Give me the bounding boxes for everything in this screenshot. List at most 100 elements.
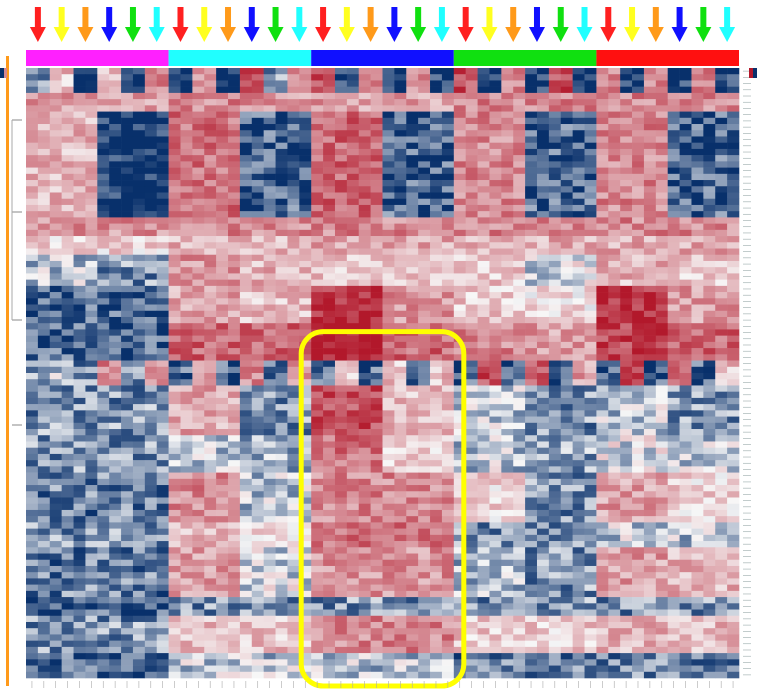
heatmap-cell — [608, 155, 621, 162]
heatmap-cell — [61, 148, 74, 156]
heatmap-cell — [406, 565, 419, 573]
heatmap-cell — [655, 124, 668, 131]
heatmap-cell — [37, 447, 51, 455]
heatmap-cell — [560, 248, 573, 256]
heatmap-cell — [61, 466, 74, 473]
heatmap-cell — [715, 92, 728, 100]
heatmap-cell — [667, 267, 680, 274]
heatmap-cell — [287, 385, 300, 392]
heatmap-cell — [180, 217, 193, 224]
heatmap-cell — [228, 316, 241, 324]
heatmap-cell — [109, 260, 122, 268]
heatmap-cell — [144, 435, 158, 442]
heatmap-cell — [548, 429, 562, 436]
heatmap-cell — [251, 578, 264, 585]
heatmap-cell — [85, 360, 98, 368]
heatmap-cell — [216, 161, 229, 168]
heatmap-cell — [121, 329, 134, 336]
heatmap-cell — [216, 503, 229, 511]
heatmap-cell — [37, 136, 51, 143]
heatmap-cell — [441, 316, 455, 324]
heatmap-cell — [346, 273, 360, 280]
heatmap-cell — [382, 416, 395, 424]
heatmap-cell — [382, 559, 395, 567]
heatmap-cell — [608, 447, 621, 455]
heatmap-cell — [97, 279, 110, 287]
heatmap-cell — [346, 167, 360, 175]
heatmap-cell — [263, 497, 276, 505]
heatmap-cell — [239, 292, 253, 299]
heatmap-cell — [85, 460, 98, 467]
heatmap-cell — [727, 111, 740, 119]
heatmap-cell — [251, 435, 264, 442]
heatmap-cell — [97, 348, 110, 355]
heatmap-cell — [608, 229, 621, 237]
arrow-cyan-icon — [148, 7, 165, 42]
heatmap-cell — [453, 522, 466, 529]
heatmap-cell — [465, 124, 478, 131]
heatmap-cell — [275, 391, 288, 399]
heatmap-cell — [715, 453, 728, 461]
heatmap-cell — [548, 273, 562, 280]
heatmap-cell — [715, 161, 728, 168]
heatmap-cell — [620, 509, 633, 517]
heatmap-cell — [239, 435, 253, 442]
heatmap-cell — [727, 198, 740, 206]
heatmap-cell — [406, 553, 419, 561]
heatmap-cell — [263, 441, 276, 448]
heatmap-cell — [97, 534, 110, 542]
heatmap-cell — [667, 310, 680, 318]
heatmap-cell — [263, 435, 276, 442]
heatmap-cell — [180, 397, 193, 405]
heatmap-cell — [465, 111, 478, 119]
heatmap-cell — [216, 379, 229, 386]
heatmap-cell — [643, 391, 657, 399]
heatmap-cell — [489, 373, 502, 380]
heatmap-cell — [465, 491, 478, 498]
heatmap-cell — [703, 304, 716, 312]
heatmap-cell — [536, 366, 550, 374]
heatmap-cell — [121, 267, 134, 274]
heatmap-cell — [168, 541, 181, 548]
heatmap-cell — [132, 329, 146, 336]
heatmap-cell — [37, 397, 51, 405]
heatmap-cell — [251, 360, 264, 368]
heatmap-cell — [239, 472, 253, 480]
heatmap-cell — [655, 80, 668, 87]
heatmap-cell — [239, 534, 253, 542]
heatmap-cell — [727, 354, 740, 361]
heatmap-cell — [525, 379, 538, 386]
heatmap-cell — [132, 397, 146, 405]
heatmap-cell — [489, 267, 502, 274]
heatmap-cell — [275, 173, 288, 181]
heatmap-cell — [489, 422, 502, 430]
heatmap-cell — [73, 503, 86, 511]
heatmap-cell — [216, 267, 229, 274]
heatmap-cell — [346, 385, 360, 392]
heatmap-cell — [655, 497, 668, 505]
heatmap-cell — [180, 142, 193, 150]
heatmap-cell — [192, 460, 205, 467]
heatmap-cell — [287, 348, 300, 355]
heatmap-cell — [311, 192, 324, 200]
heatmap-cell — [121, 360, 134, 368]
heatmap-cell — [643, 136, 657, 143]
heatmap-cell — [501, 304, 514, 312]
heatmap-cell — [311, 366, 324, 374]
heatmap-cell — [465, 472, 478, 480]
heatmap-cell — [560, 354, 573, 361]
heatmap-cell — [358, 310, 371, 318]
heatmap-cell — [299, 553, 312, 561]
heatmap-cell — [643, 285, 657, 293]
heatmap-cell — [311, 360, 324, 368]
heatmap-cell — [667, 204, 680, 212]
heatmap-cell — [37, 553, 51, 561]
heatmap-cell — [121, 391, 134, 399]
heatmap-cell — [204, 204, 217, 212]
heatmap-cell — [643, 416, 657, 424]
heatmap-cell — [311, 136, 324, 143]
heatmap-cell — [287, 547, 300, 554]
heatmap-cell — [572, 254, 585, 262]
heatmap-cell — [406, 285, 419, 293]
heatmap-cell — [26, 148, 39, 156]
